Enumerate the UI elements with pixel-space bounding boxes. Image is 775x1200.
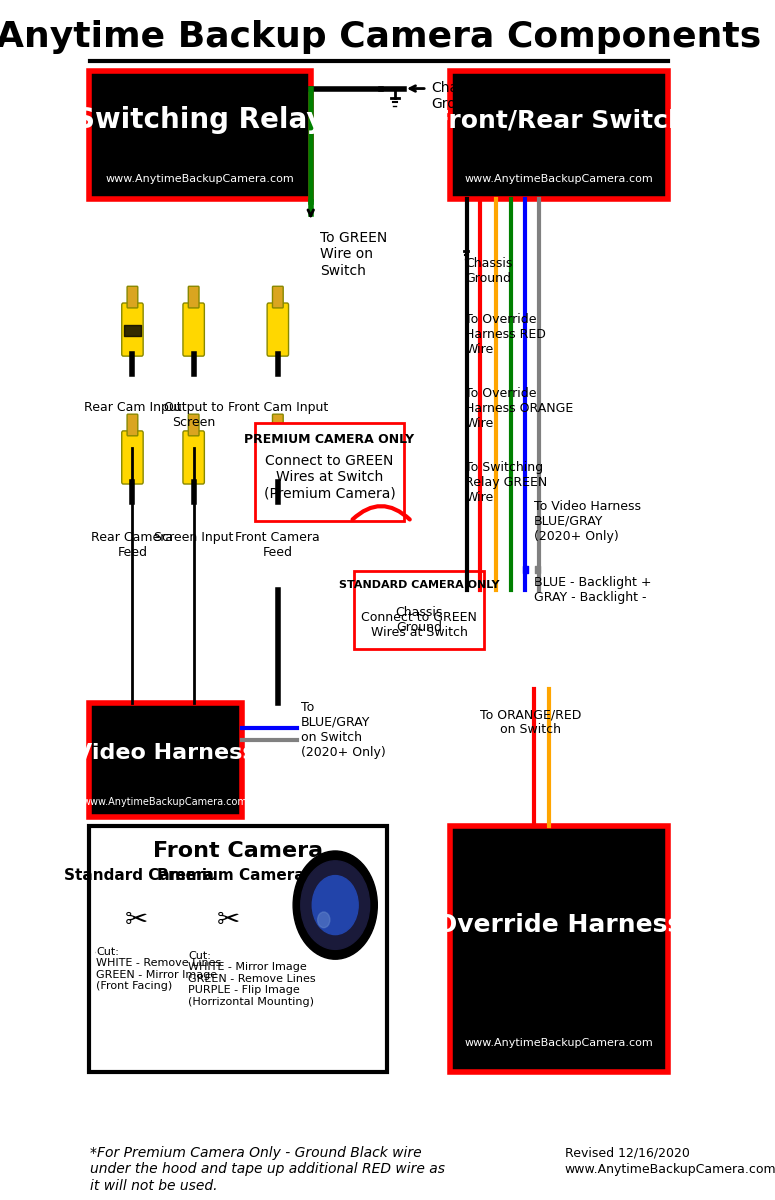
- Text: Connect to GREEN
Wires at Switch: Connect to GREEN Wires at Switch: [361, 612, 477, 640]
- Text: Anytime Backup Camera Components: Anytime Backup Camera Components: [0, 20, 762, 54]
- FancyBboxPatch shape: [188, 414, 199, 436]
- Text: Cut:
WHITE - Mirror Image
GREEN - Remove Lines
PURPLE - Flip Image
(Horrizontal : Cut: WHITE - Mirror Image GREEN - Remove…: [188, 950, 316, 1007]
- Text: Chassis
Ground: Chassis Ground: [465, 257, 513, 284]
- FancyBboxPatch shape: [127, 414, 138, 436]
- Text: Rear Cam Input: Rear Cam Input: [84, 401, 181, 414]
- FancyBboxPatch shape: [267, 304, 288, 356]
- Text: *For Premium Camera Only - Ground Black wire
under the hood and tape up addition: *For Premium Camera Only - Ground Black …: [91, 1146, 446, 1193]
- FancyBboxPatch shape: [273, 414, 283, 436]
- Text: www.AnytimeBackupCamera.com: www.AnytimeBackupCamera.com: [565, 1163, 775, 1176]
- FancyBboxPatch shape: [127, 287, 138, 308]
- Circle shape: [293, 851, 377, 959]
- Text: ✂: ✂: [125, 906, 148, 934]
- Text: STANDARD CAMERA ONLY: STANDARD CAMERA ONLY: [339, 581, 500, 590]
- FancyBboxPatch shape: [188, 287, 199, 308]
- FancyBboxPatch shape: [183, 431, 205, 484]
- Text: ✂: ✂: [216, 906, 239, 934]
- Text: Front Camera: Front Camera: [153, 841, 323, 860]
- FancyBboxPatch shape: [273, 287, 283, 308]
- FancyBboxPatch shape: [267, 431, 288, 484]
- Text: To Switching
Relay GREEN
Wire: To Switching Relay GREEN Wire: [465, 461, 548, 504]
- Text: Front/Rear Switch: Front/Rear Switch: [432, 108, 686, 132]
- FancyBboxPatch shape: [122, 431, 143, 484]
- Text: Output to
Screen: Output to Screen: [164, 401, 223, 430]
- FancyBboxPatch shape: [89, 827, 388, 1073]
- Circle shape: [312, 876, 358, 935]
- Text: To ORANGE/RED
on Switch: To ORANGE/RED on Switch: [480, 708, 581, 737]
- FancyBboxPatch shape: [450, 71, 668, 199]
- Text: Cut:
WHITE - Remove Lines
GREEN - Mirror Image
(Front Facing): Cut: WHITE - Remove Lines GREEN - Mirror…: [96, 947, 222, 991]
- Text: BLUE - Backlight +
GRAY - Backlight -: BLUE - Backlight + GRAY - Backlight -: [534, 576, 652, 605]
- FancyBboxPatch shape: [122, 304, 143, 356]
- Text: To
BLUE/GRAY
on Switch
(2020+ Only): To BLUE/GRAY on Switch (2020+ Only): [301, 701, 385, 758]
- FancyBboxPatch shape: [89, 71, 311, 199]
- Text: Override Harness: Override Harness: [436, 913, 682, 937]
- Text: Revised 12/16/2020: Revised 12/16/2020: [565, 1146, 690, 1159]
- FancyBboxPatch shape: [450, 827, 668, 1073]
- Text: Video Harness: Video Harness: [75, 743, 256, 763]
- Text: www.AnytimeBackupCamera.com: www.AnytimeBackupCamera.com: [465, 174, 653, 184]
- Text: Connect to GREEN
Wires at Switch
(Premium Camera): Connect to GREEN Wires at Switch (Premiu…: [264, 454, 395, 500]
- Text: Screen Input: Screen Input: [154, 532, 233, 545]
- Text: Switching Relay: Switching Relay: [75, 106, 325, 134]
- Text: Standard Camera: Standard Camera: [64, 868, 213, 883]
- Text: Rear Camera
Feed: Rear Camera Feed: [91, 532, 174, 559]
- Text: PREMIUM CAMERA ONLY: PREMIUM CAMERA ONLY: [244, 433, 415, 446]
- Text: Chassis
Ground: Chassis Ground: [396, 606, 443, 634]
- FancyBboxPatch shape: [255, 424, 404, 522]
- Text: Front Camera
Feed: Front Camera Feed: [236, 532, 320, 559]
- Text: To Override
Harness ORANGE
Wire: To Override Harness ORANGE Wire: [465, 386, 574, 430]
- Text: www.AnytimeBackupCamera.com: www.AnytimeBackupCamera.com: [83, 797, 248, 806]
- Text: Premium Camera: Premium Camera: [157, 868, 305, 883]
- FancyBboxPatch shape: [354, 570, 484, 649]
- Text: www.AnytimeBackupCamera.com: www.AnytimeBackupCamera.com: [105, 174, 294, 184]
- Circle shape: [318, 912, 330, 928]
- FancyBboxPatch shape: [89, 703, 242, 816]
- Text: To GREEN
Wire on
Switch: To GREEN Wire on Switch: [320, 232, 388, 277]
- FancyBboxPatch shape: [183, 304, 205, 356]
- Text: To Video Harness
BLUE/GRAY
(2020+ Only): To Video Harness BLUE/GRAY (2020+ Only): [534, 500, 641, 542]
- Circle shape: [301, 860, 370, 949]
- Text: Chassis
Ground: Chassis Ground: [431, 80, 484, 110]
- Text: www.AnytimeBackupCamera.com: www.AnytimeBackupCamera.com: [465, 1038, 653, 1048]
- Text: To Override
Harness RED
Wire: To Override Harness RED Wire: [465, 313, 546, 356]
- Text: Front Cam Input: Front Cam Input: [228, 401, 328, 414]
